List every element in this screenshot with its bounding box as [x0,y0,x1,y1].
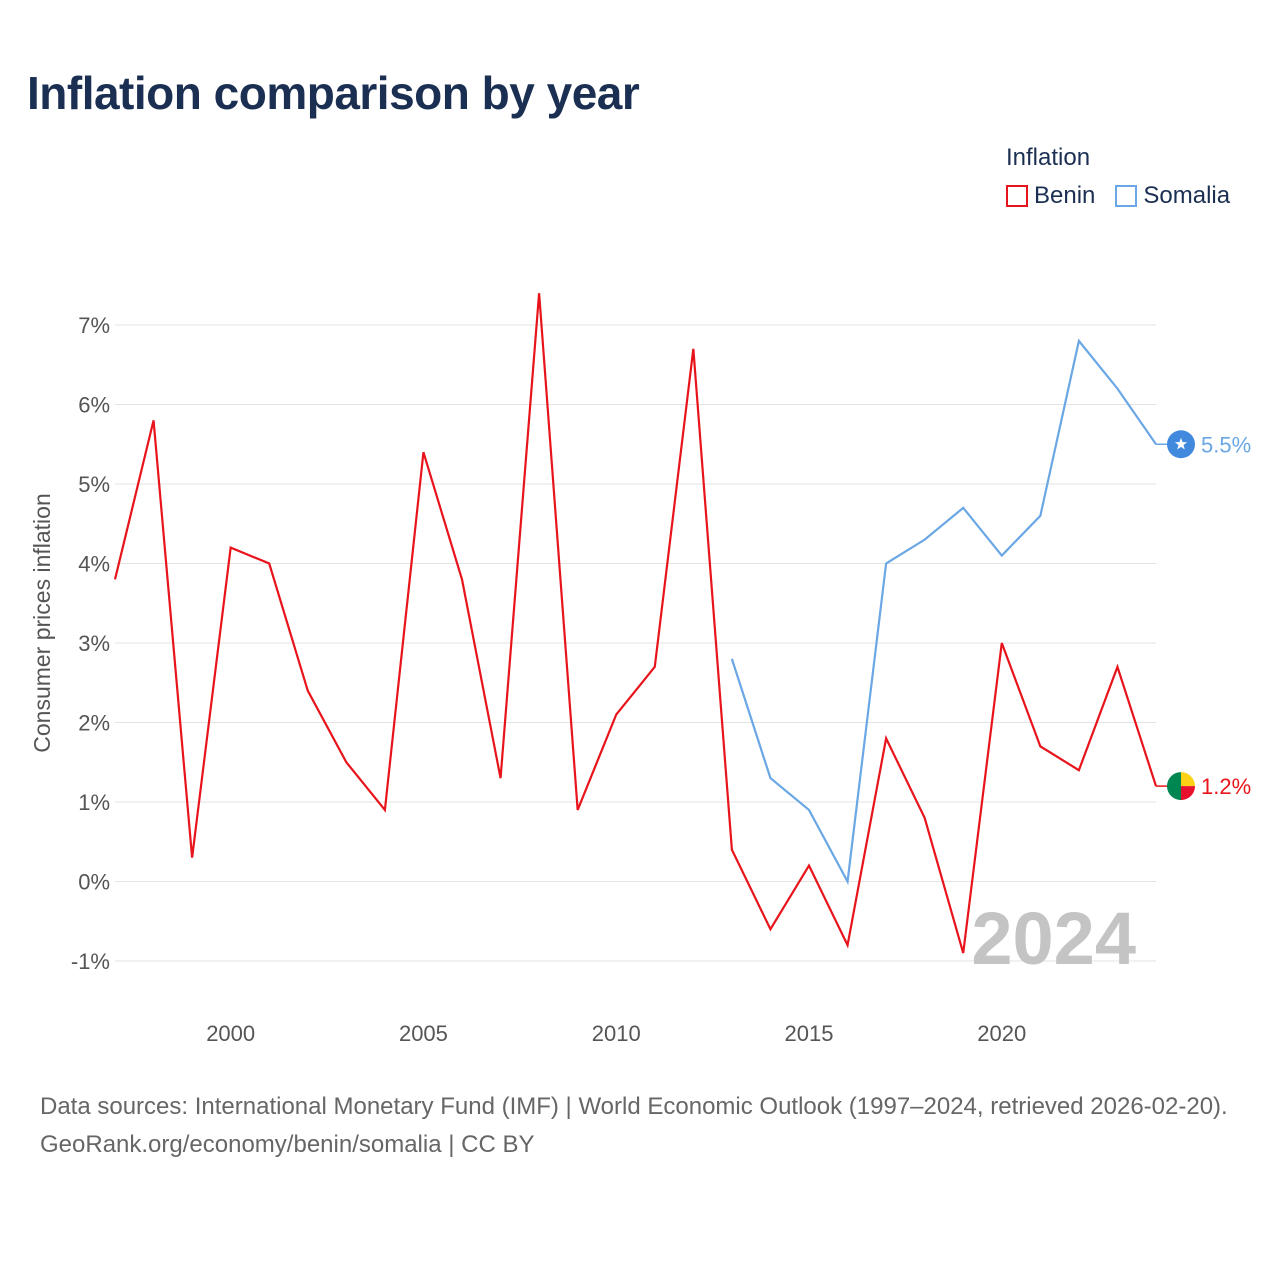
flag-green-band [1167,772,1181,801]
inflation-line-chart: -1% 0% 1% 2% 3% 4% 5% 6% 7% 2000 2005 2010 2015 2020 C… [29,293,1251,1046]
legend-item-somalia[interactable]: Somalia [1115,182,1230,210]
x-tick-label: 2000 [206,1021,255,1046]
x-tick-label: 2015 [785,1021,834,1046]
x-tick-label: 2010 [592,1021,641,1046]
legend-swatch-somalia [1115,185,1138,207]
legend-item-benin[interactable]: Benin [1006,182,1095,210]
y-tick-label: 0% [78,870,110,895]
y-tick-label: 2% [78,711,110,736]
y-tick-label: -1% [71,949,110,974]
series-line-somalia [730,338,1157,886]
flag-marker-benin [1167,772,1195,801]
legend: Inflation Benin Somalia [1006,144,1230,210]
legend-label-somalia: Somalia [1143,182,1231,209]
y-tick-label: 5% [78,472,110,497]
x-tick-label: 2020 [977,1021,1026,1046]
flag-red-band [1181,786,1195,801]
footer: Data sources: International Monetary Fun… [40,1088,1250,1164]
flag-yellow-band [1181,772,1195,787]
x-tick-label: 2005 [399,1021,448,1046]
series-line-benin [113,293,1158,954]
legend-swatch-benin [1006,185,1028,207]
y-tick-label: 1% [78,790,110,815]
chart-title: Inflation comparison by year [27,67,640,119]
data-sources: Data sources: International Monetary Fun… [40,1093,1228,1120]
end-value-label-benin: 1.2% [1201,774,1251,799]
flag-marker-somalia [1167,430,1195,459]
flag-star [1174,437,1188,450]
y-tick-label: 3% [78,631,110,656]
y-tick-label: 7% [78,313,110,338]
legend-title: Inflation [1006,144,1091,171]
credit-line: GeoRank.org/economy/benin/somalia | CC B… [40,1131,535,1158]
year-watermark: 2024 [971,897,1136,980]
legend-label-benin: Benin [1034,182,1096,209]
y-axis-label: Consumer prices inflation [29,493,55,753]
y-tick-label: 4% [78,552,110,577]
end-value-label-somalia: 5.5% [1201,432,1251,457]
y-tick-label: 6% [78,393,110,418]
